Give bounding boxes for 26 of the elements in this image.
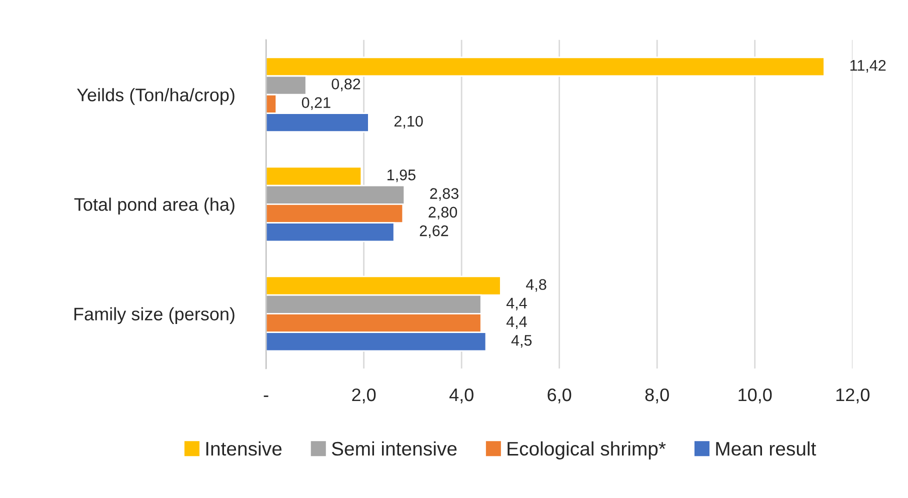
x-tick-label: 4,0: [449, 388, 474, 404]
x-tick-label: 12,0: [836, 388, 870, 404]
data-label: 2,80: [428, 206, 458, 220]
legend-label: Semi intensive: [332, 441, 457, 456]
data-label: 2,10: [394, 116, 423, 128]
y-tick-label: Family size (person): [74, 307, 234, 324]
legend-label: Ecological shrimp*: [508, 441, 666, 460]
legend-label: Intensive: [206, 441, 282, 456]
x-tick-label: 2,0: [352, 388, 376, 404]
data-label: 1,95: [388, 170, 416, 182]
x-tick-label: 6,0: [548, 388, 572, 404]
data-label: 0,82: [332, 78, 360, 92]
data-label: 4,5: [511, 335, 532, 348]
data-label: 2,62: [420, 225, 448, 238]
data-label: 4,8: [526, 279, 546, 292]
data-label: 2,83: [430, 188, 458, 201]
data-label: 0,21: [302, 97, 330, 110]
x-tick-label: 10,0: [738, 388, 772, 404]
y-tick-label: Yeilds (Ton/ha/crop): [76, 88, 234, 105]
data-label: 4,4: [506, 316, 527, 329]
y-tick-label: Total pond area (ha): [74, 198, 234, 214]
x-tick-label: 8,0: [645, 388, 669, 404]
data-label: 11,42: [850, 60, 886, 73]
x-tick-label: -: [264, 396, 268, 397]
legend-label: Mean result: [716, 441, 816, 456]
data-label: 4,4: [506, 298, 527, 310]
